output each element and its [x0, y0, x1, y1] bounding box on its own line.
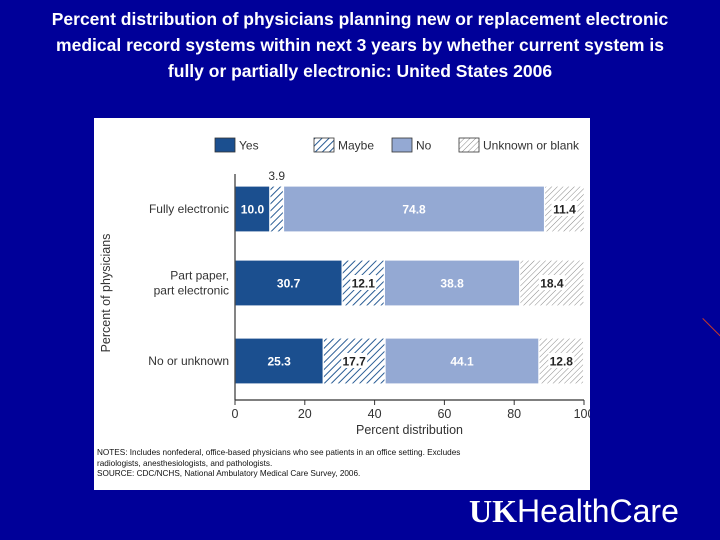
data-label-bg-2-4: [538, 275, 565, 290]
bar-1-2: [269, 185, 285, 233]
source-line: SOURCE: CDC/NCHS, National Ambulatory Me…: [97, 469, 361, 478]
data-label-1-2: 3.9: [268, 169, 285, 183]
decorative-line: [702, 318, 720, 338]
data-label-1-1: 10.0: [241, 203, 265, 217]
legend-label-1: Yes: [239, 139, 259, 153]
data-label-1-4: 11.4: [553, 203, 576, 217]
title-line-2: medical record systems within next 3 yea…: [56, 35, 664, 55]
notes-line-1: NOTES: Includes nonfederal, office-based…: [97, 448, 461, 457]
data-label-2-4: 18.4: [540, 277, 564, 291]
bar-3-3: [384, 337, 540, 385]
x-tick-label-6: 100: [574, 407, 590, 421]
data-label-2-1: 30.7: [277, 277, 301, 291]
title-line-3: fully or partially electronic: United St…: [167, 61, 553, 81]
x-tick-label-5: 80: [507, 407, 521, 421]
x-tick-label-2: 20: [298, 407, 312, 421]
chart-figure: Yes Maybe No Unknown or blank Percent of phy…: [94, 118, 590, 490]
data-label-bg-2-2: [350, 275, 377, 290]
logo-wordmark: HealthCare: [517, 493, 679, 529]
data-label-2-3: 38.8: [440, 277, 464, 291]
legend-swatch-1: [214, 137, 236, 153]
data-label-1-3: 74.8: [402, 203, 426, 217]
x-tick-label-4: 60: [437, 407, 451, 421]
data-label-bg-3-2: [341, 353, 368, 368]
legend-swatch-3: [391, 137, 413, 153]
title-line-1: Percent distribution of physicians plann…: [51, 9, 669, 29]
figure-notes: NOTES: Includes nonfederal, office-based…: [97, 448, 587, 480]
x-tick-label-3: 40: [368, 407, 382, 421]
data-label-2-2: 12.1: [352, 277, 376, 291]
data-label-3-1: 25.3: [267, 355, 291, 369]
legend-swatch-2: [313, 137, 335, 153]
data-label-3-4: 12.8: [550, 355, 574, 369]
data-label-bg-1-4: [551, 201, 578, 216]
stacked-bar-chart: Yes Maybe No Unknown or blank Percent of phy…: [99, 137, 590, 437]
bar-2-3: [383, 259, 521, 307]
category-label-3: No or unknown: [148, 354, 229, 368]
x-tick-label-1: 0: [232, 407, 239, 421]
data-label-3-2: 17.7: [343, 355, 367, 369]
bar-1-3: [282, 185, 546, 233]
data-label-bg-3-4: [548, 353, 575, 368]
notes-line-2: radiologists, anesthesiologists, and pat…: [97, 458, 273, 468]
category-label-1: Fully electronic: [149, 202, 229, 216]
category-label-2: Part paper, part electronic: [154, 269, 229, 298]
legend-swatch-4: [458, 137, 480, 153]
slide-title: Percent distribution of physicians plann…: [0, 6, 720, 84]
legend-label-4: Unknown or blank: [483, 139, 580, 153]
x-axis-title: Percent distribution: [356, 423, 463, 437]
legend-label-3: No: [416, 139, 432, 153]
logo-uk-mark: UK: [469, 493, 517, 529]
uk-healthcare-logo: UKHealthCare: [469, 493, 699, 533]
data-label-3-3: 44.1: [450, 355, 474, 369]
y-axis-title: Percent of physicians: [99, 234, 113, 353]
legend-label-2: Maybe: [338, 139, 374, 153]
